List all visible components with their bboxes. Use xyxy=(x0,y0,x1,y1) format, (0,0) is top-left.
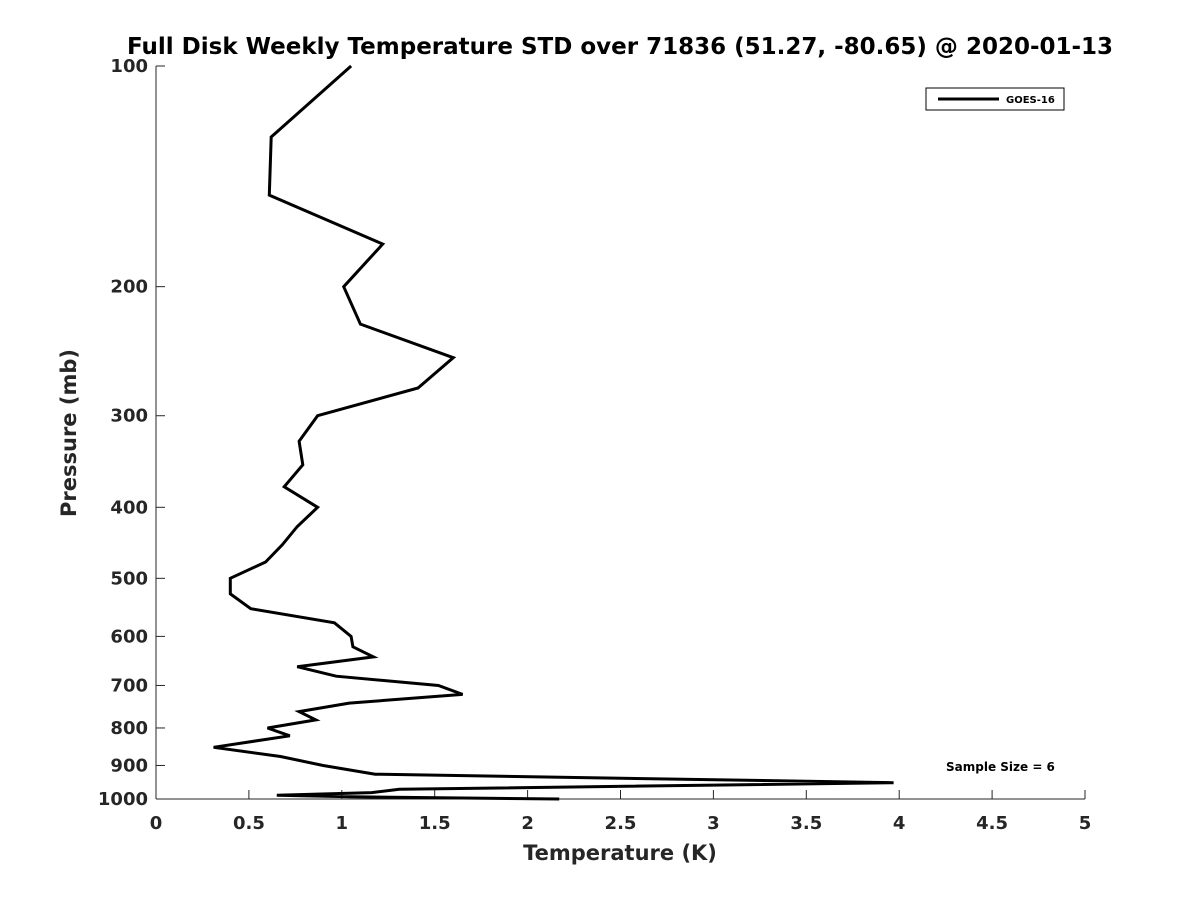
y-tick-label: 600 xyxy=(110,626,148,647)
series-line-goes-16 xyxy=(213,64,894,801)
sample-size-annotation: Sample Size = 6 xyxy=(946,760,1055,774)
x-tick-label: 1.5 xyxy=(419,813,451,834)
x-tick-label: 2.5 xyxy=(605,813,637,834)
x-tick-label: 1 xyxy=(336,813,349,834)
x-tick-label: 0 xyxy=(150,813,163,834)
x-tick-label: 0.5 xyxy=(233,813,265,834)
y-tick-label: 400 xyxy=(110,497,148,518)
y-tick-label: 900 xyxy=(110,755,148,776)
chart-title: Full Disk Weekly Temperature STD over 71… xyxy=(127,34,1113,60)
y-tick-label: 700 xyxy=(110,675,148,696)
legend-label-goes-16: GOES-16 xyxy=(1006,95,1055,106)
y-tick-label: 100 xyxy=(110,56,148,77)
x-tick-label: 2 xyxy=(521,813,534,834)
x-tick-label: 4.5 xyxy=(976,813,1008,834)
y-axis-ticks: 100 200 300 400 500 600 700 800 900 1000 xyxy=(98,56,165,810)
x-tick-label: 3 xyxy=(707,813,720,834)
y-tick-label: 500 xyxy=(110,568,148,589)
x-tick-label: 4 xyxy=(893,813,906,834)
y-tick-label: 300 xyxy=(110,406,148,427)
axes xyxy=(155,66,1085,800)
series-layer xyxy=(213,64,894,801)
legend: GOES-16 xyxy=(925,87,1065,111)
y-tick-label: 800 xyxy=(110,718,148,739)
x-tick-label: 5 xyxy=(1079,813,1092,834)
y-tick-label: 1000 xyxy=(98,789,148,810)
y-axis-label: Pressure (mb) xyxy=(57,349,81,517)
x-axis-ticks: 0 0.5 1 1.5 2 2.5 3 3.5 4 4.5 5 xyxy=(150,790,1092,834)
x-axis-label: Temperature (K) xyxy=(523,841,717,865)
y-tick-label: 200 xyxy=(110,277,148,298)
x-tick-label: 3.5 xyxy=(790,813,822,834)
